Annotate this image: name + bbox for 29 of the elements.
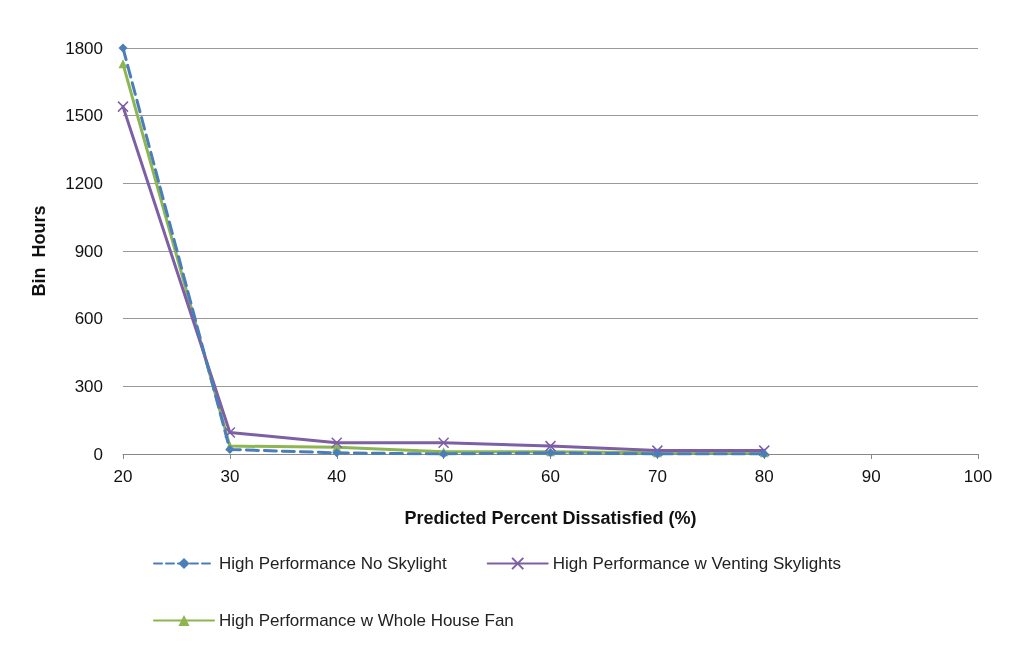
- point: [437, 436, 450, 449]
- point: [117, 100, 129, 113]
- legend-label: High Performance w Venting Skylights: [552, 554, 841, 573]
- y-axis-title: Bin Hours: [29, 205, 49, 297]
- x-tick-label: 20: [113, 467, 133, 486]
- y-tick-label: 1800: [65, 38, 103, 58]
- y-tick-label: 0: [93, 444, 103, 464]
- x-tick-label: 40: [327, 467, 347, 486]
- point: [224, 426, 236, 439]
- point: [758, 444, 770, 457]
- point: [118, 59, 128, 69]
- x-tick-label: 50: [434, 467, 454, 486]
- x-tick-label: 90: [861, 467, 881, 486]
- y-tick-label: 900: [74, 241, 103, 261]
- y-tick-label: 1200: [65, 173, 103, 193]
- y-tick-label: 600: [74, 309, 103, 329]
- x-axis-title: Predicted Percent Dissatisfied (%): [404, 508, 697, 528]
- point: [118, 43, 128, 53]
- x-tick-label: 70: [647, 467, 667, 486]
- point: [331, 436, 343, 449]
- legend-label: High Performance No Skylight: [219, 554, 447, 573]
- point: [544, 440, 557, 452]
- x-tick-label: 30: [220, 467, 240, 486]
- x-tick-label: 80: [754, 467, 774, 486]
- legend-label: High Performance w Whole House Fan: [219, 611, 514, 630]
- y-tick-label: 1500: [65, 106, 103, 126]
- x-tick-label: 100: [963, 467, 993, 486]
- x-tick-label: 60: [541, 467, 560, 486]
- y-tick-label: 300: [74, 376, 103, 396]
